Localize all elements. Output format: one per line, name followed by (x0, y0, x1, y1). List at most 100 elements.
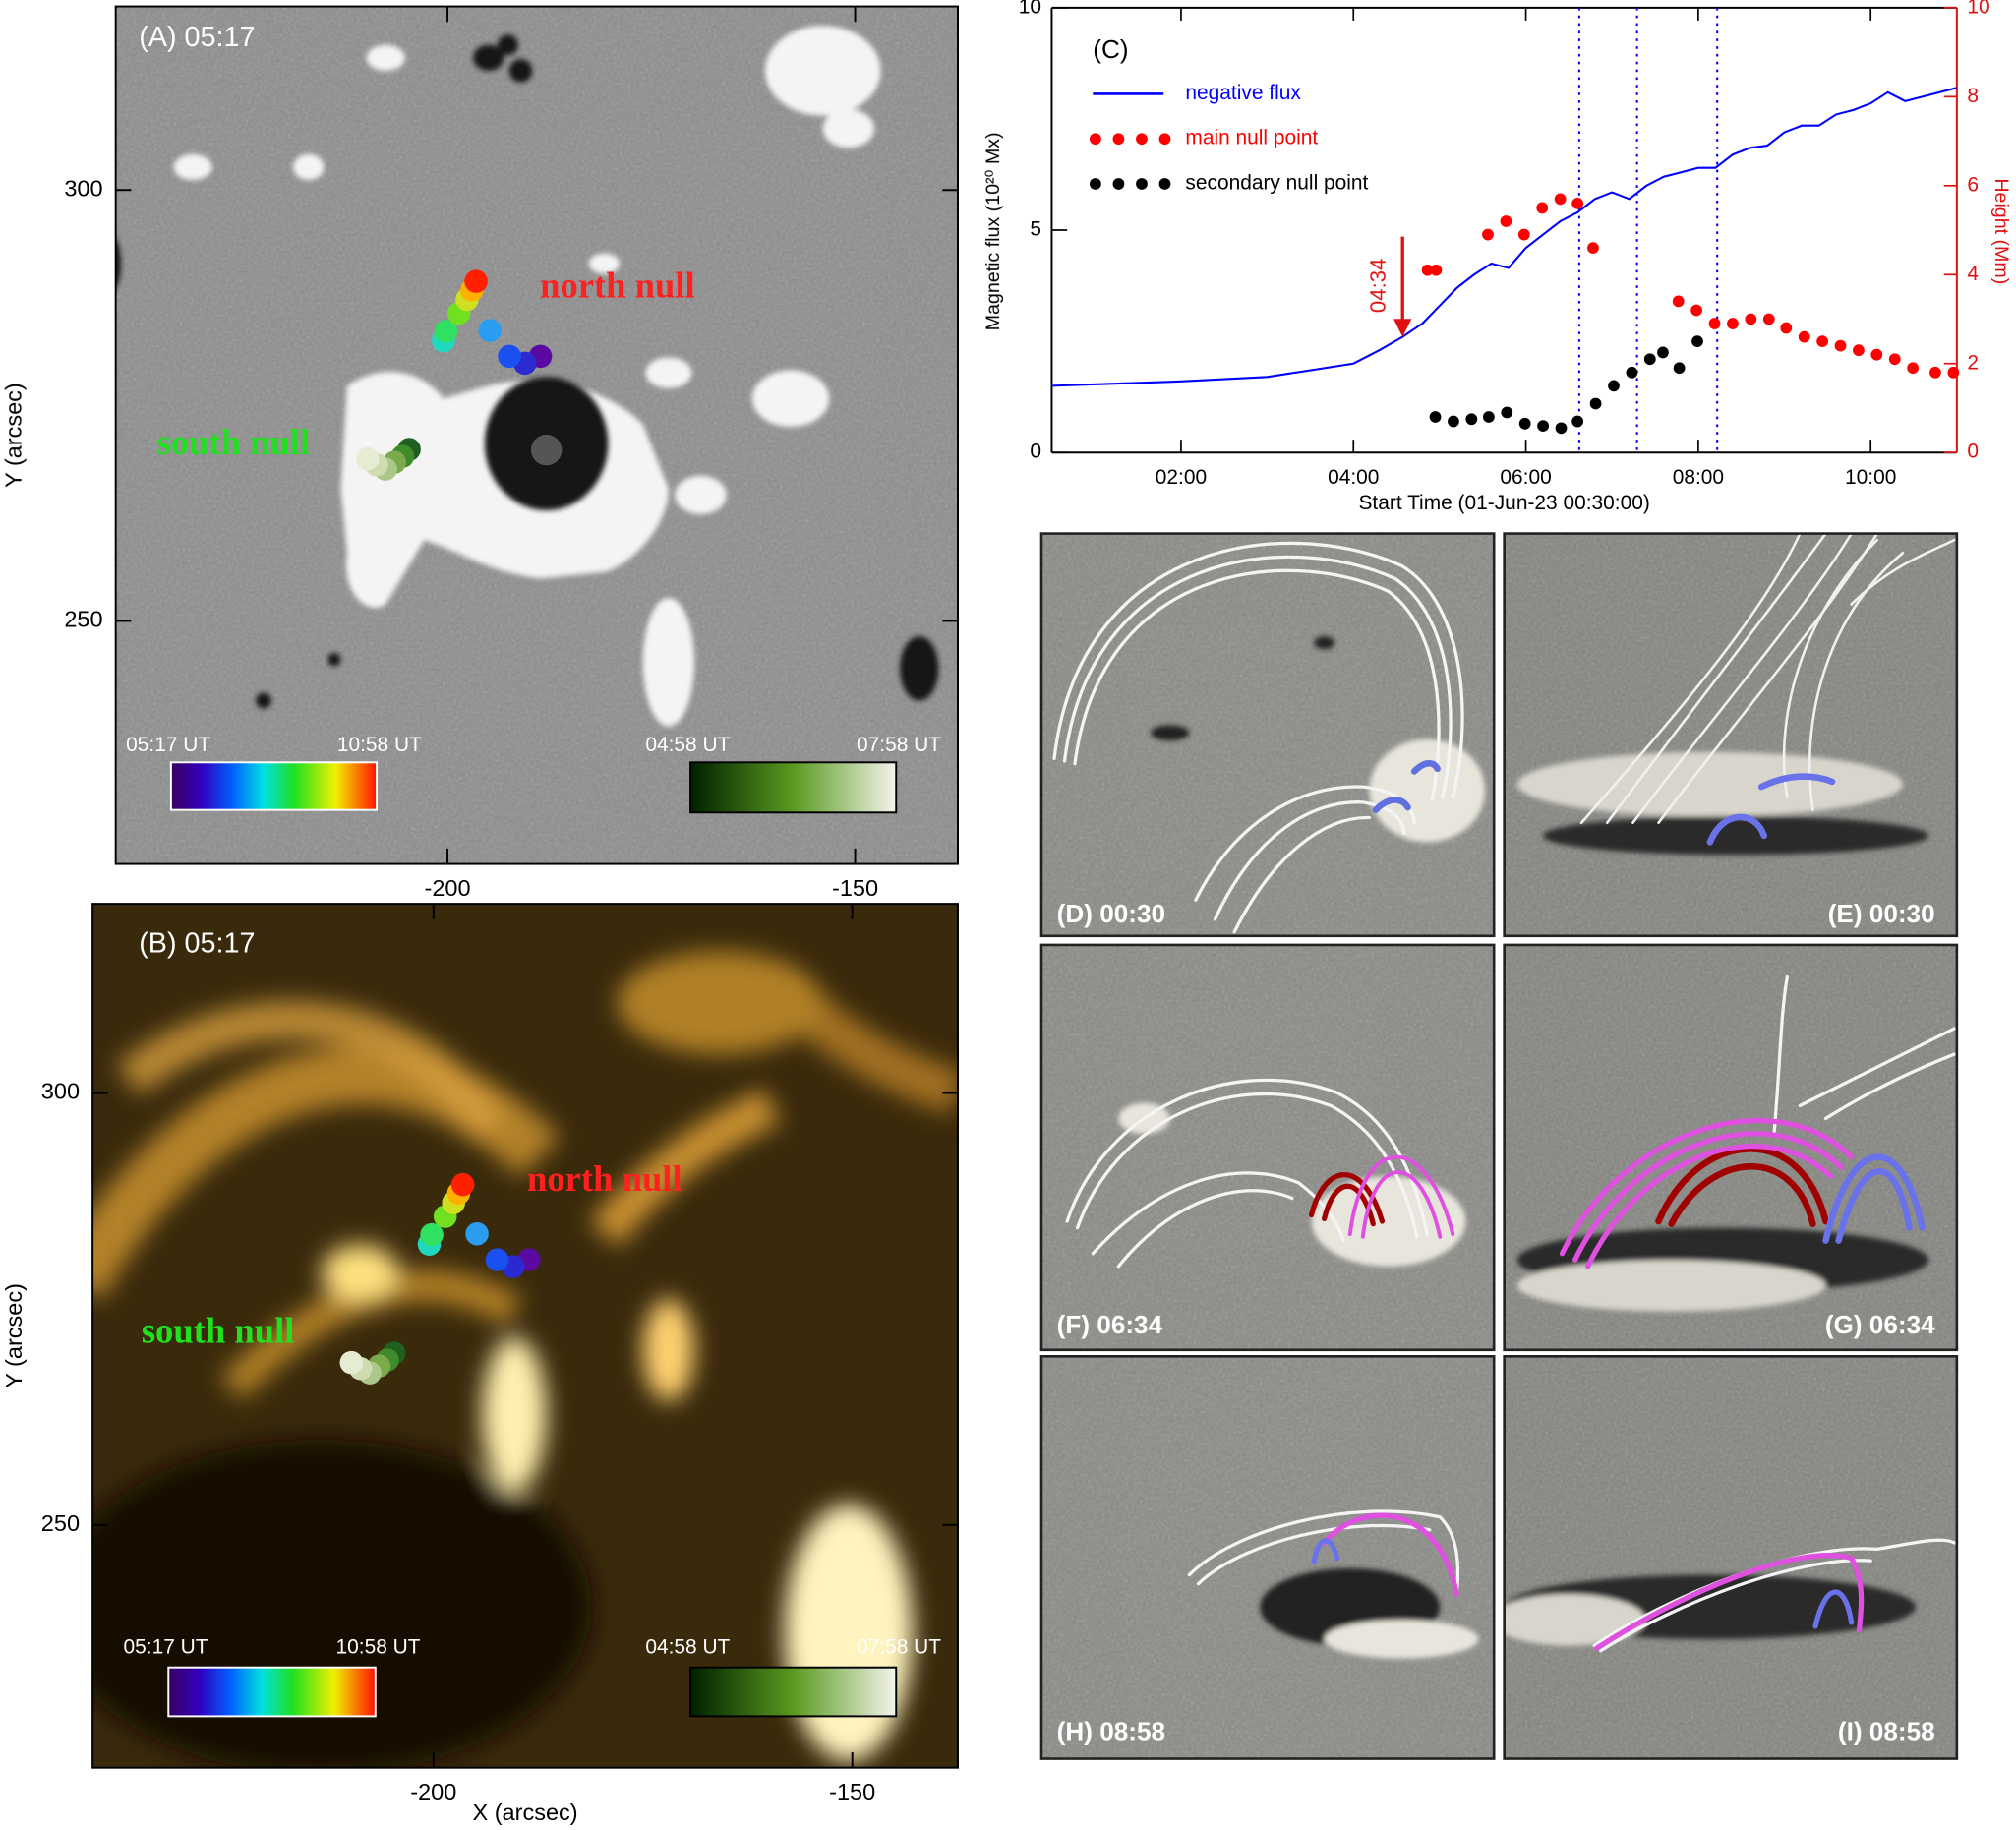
euv-image-b (92, 904, 959, 1768)
legend-swatch (1158, 178, 1171, 190)
legend-swatch (1090, 133, 1101, 146)
legend-swatch (1112, 133, 1125, 146)
x-axis-label: X (arcsec) (472, 1800, 577, 1825)
null-height-point (1571, 198, 1584, 209)
null-point (356, 446, 380, 471)
null-height-point (1501, 406, 1513, 419)
x-tick-label: -200 (410, 1779, 456, 1804)
y2-tick-label: 0 (1967, 441, 1979, 463)
null-height-point (1555, 422, 1568, 435)
y-axis-label: Y (arcsec) (1, 1283, 27, 1388)
x-tick-label: 04:00 (1328, 466, 1379, 489)
colorbar-label: 04:58 UT (645, 734, 730, 756)
null-point (478, 319, 502, 342)
null-point (420, 1222, 444, 1247)
legend-label: main null point (1185, 127, 1318, 149)
x-tick-label: 08:00 (1673, 466, 1724, 489)
track-label: north null (527, 1158, 682, 1199)
panel-title: (A) 05:17 (139, 22, 255, 53)
y2-axis-label: Height (Mm) (1990, 178, 2012, 284)
null-height-point (1853, 344, 1865, 357)
track-label: south null (157, 422, 311, 462)
panel-title: (B) 05:17 (139, 928, 255, 960)
null-height-point (1518, 417, 1531, 430)
y2-tick-label: 4 (1967, 263, 1979, 285)
legend-swatch (1136, 133, 1148, 146)
legend-swatch (1112, 178, 1125, 190)
y-tick-label: 0 (1030, 441, 1041, 463)
track-label: south null (142, 1310, 295, 1350)
null-point (485, 1248, 509, 1271)
null-height-point (1421, 264, 1434, 276)
y-axis-label: Magnetic flux (10²⁰ Mx) (982, 132, 1004, 330)
legend-swatch (1136, 178, 1148, 190)
y2-tick-label: 8 (1967, 85, 1979, 107)
track-label: north null (540, 266, 695, 306)
panel-label: (D) 00:30 (1057, 899, 1165, 928)
null-height-point (1430, 264, 1443, 276)
null-height-point (1907, 362, 1920, 375)
null-point (465, 1221, 489, 1246)
colorbar-label: 07:58 UT (857, 1636, 941, 1659)
x-tick-label: 10:00 (1845, 466, 1896, 489)
null-height-point (1870, 348, 1883, 361)
y-tick-label: 250 (64, 607, 102, 632)
panel-label: (H) 08:58 (1057, 1716, 1165, 1745)
null-height-point (1626, 366, 1638, 379)
legend-swatch (1090, 178, 1101, 190)
null-height-point (1537, 420, 1549, 432)
x-axis-label: Start Time (01-Jun-23 00:30:00) (1358, 492, 1649, 514)
panel-label: (G) 06:34 (1825, 1310, 1935, 1339)
colorbar-label: 04:58 UT (645, 1636, 730, 1659)
null-height-point (1798, 330, 1810, 343)
legend-swatch (1158, 133, 1171, 146)
null-height-point (1482, 411, 1495, 423)
null-height-point (1608, 380, 1620, 392)
null-height-point (1780, 322, 1793, 334)
x-tick-label: -150 (829, 1779, 875, 1804)
null-height-point (1947, 366, 1960, 379)
flux-line (1051, 87, 1958, 387)
null-point (339, 1350, 364, 1375)
y2-tick-label: 10 (1967, 0, 1989, 18)
null-height-point (1554, 193, 1567, 206)
x-tick-label: 06:00 (1500, 466, 1551, 489)
null-height-point (1834, 339, 1847, 352)
y-tick-label: 250 (41, 1510, 80, 1536)
annotation-label: 04:34 (1366, 258, 1391, 313)
null-height-point (1571, 415, 1584, 428)
colorbar-label: 10:58 UT (337, 734, 422, 756)
null-height-point (1929, 366, 1941, 379)
null-height-point (1536, 202, 1549, 214)
null-height-point (1816, 335, 1828, 348)
null-height-point (1691, 335, 1703, 348)
null-point (450, 1172, 475, 1197)
panel-label: (I) 08:58 (1838, 1716, 1935, 1745)
null-point (434, 320, 458, 343)
x-tick-label: 02:00 (1156, 466, 1207, 489)
plot-frame (114, 5, 959, 865)
y-tick-label: 300 (64, 175, 102, 201)
y2-tick-label: 6 (1967, 173, 1979, 196)
panel-label: (E) 00:30 (1828, 899, 1935, 928)
null-height-point (1465, 413, 1478, 426)
colorbar-label: 10:58 UT (336, 1636, 421, 1659)
y2-tick-label: 2 (1967, 351, 1979, 374)
colorbar-label: 05:17 UT (124, 1636, 208, 1659)
null-height-point (1657, 346, 1669, 359)
null-height-point (1643, 353, 1656, 366)
panel-label: (F) 06:34 (1057, 1310, 1163, 1339)
null-height-point (1448, 415, 1459, 428)
y-tick-label: 300 (41, 1079, 80, 1104)
null-point (464, 269, 488, 293)
colorbar-label: 07:58 UT (857, 734, 941, 756)
null-height-point (1727, 318, 1739, 329)
null-height-point (1587, 242, 1599, 255)
null-height-point (1762, 313, 1775, 325)
null-height-point (1673, 362, 1686, 375)
null-height-point (1745, 313, 1757, 325)
annotation-arrowhead (1393, 319, 1412, 337)
null-height-point (1672, 295, 1685, 308)
y-tick-label: 5 (1030, 218, 1041, 241)
